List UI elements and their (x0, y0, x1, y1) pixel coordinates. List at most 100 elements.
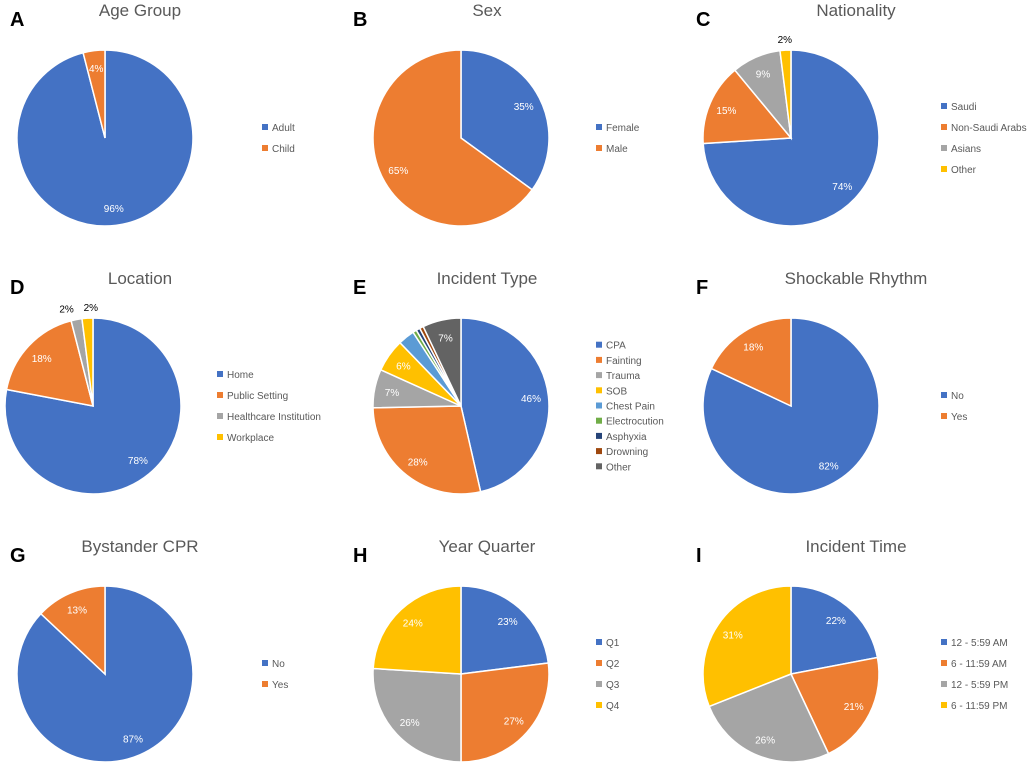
panel-e-legend-swatch-other (596, 463, 602, 470)
panel-i-label-12-5-59-pm: 26% (755, 736, 775, 747)
panel-c-slice-non-saudi-arabs (702, 69, 793, 145)
panel-h-label-q4: 24% (403, 619, 423, 630)
panel-a-slice-child (82, 49, 106, 139)
panel-d-legend-healthcare-institution: Healthcare Institution (227, 412, 321, 423)
panel-e: E Incident Type 46% 28% 7% 6% 7% CPA Fainting Tra… (353, 269, 664, 495)
panel-b-slice-male (372, 49, 534, 227)
panel-d-title: Location (108, 269, 172, 288)
panel-i-legend-swatch-12-5-59-pm (941, 681, 947, 687)
panel-e-legend-chest-pain: Chest Pain (606, 402, 655, 413)
panel-f: F Shockable Rhythm 82% 18% No Yes (696, 269, 967, 495)
panel-g-legend-no: No (272, 659, 285, 670)
panel-c-legend-swatch-non-saudi-arabs (941, 124, 947, 130)
panel-h-legend-q2: Q2 (606, 659, 620, 670)
panel-c-legend-swatch-asians (941, 145, 947, 151)
panel-c-letter: C (696, 9, 710, 31)
panel-h-slice-q2 (460, 662, 550, 763)
panel-c-slice-other (779, 49, 792, 139)
panel-h-title: Year Quarter (439, 537, 536, 556)
panel-b-title: Sex (472, 1, 502, 20)
panel-h-slice-q4 (372, 585, 462, 675)
panel-e-legend-sob: SOB (606, 386, 627, 397)
panel-i-label-12-5-59-am: 22% (826, 616, 846, 627)
panel-e-legend-swatch-trauma (596, 372, 602, 379)
panel-h-slice-q1 (460, 585, 550, 675)
panel-h-legend-swatch-q3 (596, 681, 602, 687)
panel-h-label-q3: 26% (400, 718, 420, 729)
panel-e-legend-other: Other (606, 462, 632, 473)
panel-i-legend-swatch-6-11-59-pm (941, 702, 947, 708)
panel-h-legend-swatch-q2 (596, 660, 602, 666)
panel-e-legend-electrocution: Electrocution (606, 417, 664, 428)
panel-d-legend-workplace: Workplace (227, 433, 274, 444)
panel-d-legend-swatch-workplace (217, 434, 223, 440)
panel-g-legend-swatch-no (262, 660, 268, 666)
panel-f-letter: F (696, 277, 708, 299)
panel-h: H Year Quarter 23% 27% 26% 24% Q1 Q2 Q3 Q4 (353, 537, 620, 763)
panel-g-legend-yes: Yes (272, 680, 288, 691)
panel-e-label-sob: 6% (396, 362, 411, 373)
panel-b-legend-swatch-female (596, 124, 602, 130)
panel-e-legend-cpa: CPA (606, 341, 626, 352)
panel-i: I Incident Time 22% 21% 26% 31% 12 - 5:59 AM 6 … (696, 537, 1008, 763)
panel-d-label-healthcare-institution: 2% (59, 305, 74, 316)
panel-e-label-fainting: 28% (408, 458, 428, 469)
panel-d-legend-swatch-healthcare-institution (217, 413, 223, 419)
panel-f-legend-swatch-no (941, 392, 947, 398)
panel-d-label-public-setting: 18% (32, 354, 52, 365)
panel-i-letter: I (696, 545, 702, 567)
panel-a-letter: A (10, 9, 24, 31)
panel-a-title: Age Group (99, 1, 181, 20)
panel-b-legend-swatch-male (596, 145, 602, 151)
panel-i-label-6-11-59-pm: 31% (723, 630, 743, 641)
panel-e-slice-fainting (372, 405, 482, 495)
panel-c-legend-other: Other (951, 165, 977, 176)
panel-i-slice-12-5-59-am (790, 585, 879, 675)
panel-e-legend-swatch-cpa (596, 341, 602, 348)
panel-c-label-saudi: 74% (832, 182, 852, 193)
panel-f-legend-yes: Yes (951, 412, 967, 423)
panel-e-label-other: 7% (438, 333, 453, 344)
panel-i-slice-12-5-59-pm (708, 673, 830, 763)
panel-f-label-no: 82% (819, 461, 839, 472)
panel-c-legend-non-saudi-arabs: Non-Saudi Arabs (951, 123, 1027, 134)
panel-f-legend-no: No (951, 391, 964, 402)
panel-a-legend-child: Child (272, 144, 295, 155)
panel-b-letter: B (353, 9, 367, 31)
panel-b-legend-female: Female (606, 123, 640, 134)
panel-f-title: Shockable Rhythm (785, 269, 928, 288)
panel-c-legend-swatch-saudi (941, 103, 947, 109)
panel-d-legend-swatch-home (217, 371, 223, 377)
panel-i-legend-12-5-59-am: 12 - 5:59 AM (951, 638, 1008, 649)
panel-i-title: Incident Time (805, 537, 906, 556)
panel-i-legend-swatch-6-11-59-am (941, 660, 947, 666)
panel-f-slice-no (702, 317, 880, 495)
panel-e-legend-swatch-drowning (596, 448, 602, 455)
panel-f-slice-yes (710, 317, 792, 408)
panel-e-legend-drowning: Drowning (606, 447, 648, 458)
panel-d-legend-home: Home (227, 370, 254, 381)
panel-e-slice-cpa (460, 317, 550, 493)
panel-i-slice-6-11-59-pm (702, 585, 792, 708)
panel-e-legend-swatch-fainting (596, 356, 602, 363)
panel-a-legend-swatch-adult (262, 124, 268, 130)
panel-c-legend-asians: Asians (951, 144, 981, 155)
panel-d-legend-swatch-public-setting (217, 392, 223, 398)
panel-e-slice-other (422, 317, 462, 407)
panel-a-legend-swatch-child (262, 145, 268, 151)
panel-h-legend-swatch-q4 (596, 702, 602, 708)
panel-b-label-male: 65% (388, 166, 408, 177)
panel-e-legend-swatch-electrocution (596, 417, 602, 424)
panel-i-slice-6-11-59-am (789, 656, 880, 755)
panel-e-legend-swatch-sob (596, 387, 602, 394)
panel-h-legend-q3: Q3 (606, 680, 620, 691)
panel-b: B Sex 35% 65% Female Male (353, 1, 640, 227)
panel-d-letter: D (10, 277, 24, 299)
panel-c-title: Nationality (816, 1, 896, 20)
panel-e-legend-trauma: Trauma (606, 371, 641, 382)
panel-d-label-workplace: 2% (84, 303, 99, 314)
panel-h-legend-q4: Q4 (606, 701, 620, 712)
panel-i-legend-6-11-59-am: 6 - 11:59 AM (951, 659, 1007, 670)
panel-g-slice-yes (39, 585, 106, 676)
